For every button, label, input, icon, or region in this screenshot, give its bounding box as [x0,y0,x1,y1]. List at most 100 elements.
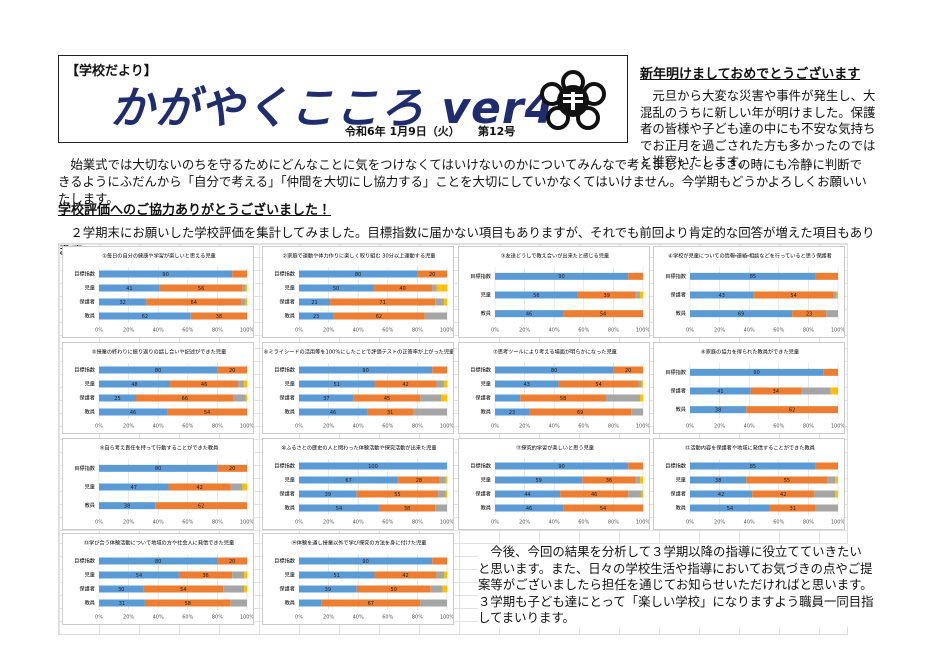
x-tick-label: 0% [686,328,694,334]
bar-segment [432,284,437,292]
bar-segment [356,490,439,498]
bar-segment [635,476,641,484]
bar-segment [836,291,838,299]
bar-segment [746,476,828,484]
data-label: 46 [526,311,532,317]
bar-segment [99,502,156,510]
bar-segment [628,490,642,498]
bar-segment [424,312,447,320]
x-tick-label: 0% [295,328,303,334]
data-label: 58 [185,601,191,607]
x-tick-label: 100% [831,520,845,526]
data-label: 23 [509,410,515,416]
chart-title: ⑫活動内容を保護者や地域に発信することができた教員 [685,444,815,452]
row-label: 目標指数 [274,270,296,278]
greeting-body: 元旦から大変な災害や事件が発生し、大混乱のうちに新しい年が明けました。保護者の皆… [640,88,876,169]
row-label: 目標指数 [74,557,96,565]
greeting-heading: 新年明けましておめでとうございます [640,67,861,82]
x-tick-label: 0% [295,520,303,526]
x-tick-label: 60% [773,520,784,526]
bar-segment [230,483,243,491]
chart: ⑨自ら考え責任を持って行動することができた教員 0% 20% 40% 60% 80% 100… [62,438,254,530]
bar-segment [299,462,447,470]
data-label: 23 [806,311,812,317]
row-label: 保護者 [279,490,295,498]
row-label: 目標指数 [274,557,296,565]
bar-segment [563,504,643,512]
x-tick-label: 40% [549,328,560,334]
row-label: 目標指数 [470,462,492,470]
bar-segment [178,571,233,579]
chart: ⑦思考ツールにより考える場面が明らかになった児童 0% 20% 40% 60% 80% 10… [458,342,650,434]
row-label: 教員 [285,504,295,512]
row-label: 保護者 [670,387,686,395]
x-tick-label: 100% [440,615,454,621]
x-tick-label: 80% [803,520,814,526]
chart-title: ③友達どうしで教え合いが出来たと感じる児童 [501,252,609,260]
bar-segment [641,380,643,388]
bar-segment [99,408,168,416]
bar-segment [299,312,334,320]
bar-segment [217,366,247,374]
bar-segment [159,284,243,292]
bar-segment [321,599,421,607]
bar-segment [495,394,521,402]
bar-segment [299,585,357,593]
bar-segment [563,310,643,318]
header-box [58,55,628,143]
data-label: 46 [130,410,136,416]
row-label: 児童 [481,476,491,484]
x-tick-label: 40% [744,424,755,430]
chart: ⑤授業の終わりに振り返りの話し合いや記述ができた児童 0% 20% 40% 60% 80%… [62,342,254,434]
x-tick-label: 20% [714,520,725,526]
bar-segment [495,291,578,299]
x-tick-label: 80% [412,615,423,621]
chart: ⑬学び合う体験活動について地域の方や社会人に発信できた児童 0% 20% 40% 60%… [62,533,254,625]
data-label: 51 [334,573,340,579]
bar-segment [432,366,447,374]
bar-segment [299,366,433,374]
bar-segment [690,462,816,470]
bar-segment [146,298,242,306]
row-label: 児童 [481,380,491,388]
data-label: 36 [606,478,612,484]
bar-segment [495,272,629,280]
data-label: 56 [198,286,204,292]
bar-segment [242,483,247,491]
chart: ⑪探究的学習が楽しいと思う児童 0% 20% 40% 60% 80% 100% 目標指数 90 児… [458,438,650,530]
row-label: 児童 [676,476,686,484]
x-tick-label: 40% [549,520,560,526]
bar-segment [495,504,564,512]
data-label: 56 [533,293,539,299]
data-label: 54 [595,382,601,388]
bar-segment [136,394,234,402]
bar-segment [577,291,636,299]
chart: ⑫活動内容を保護者や地域に発信することができた教員 0% 20% 40% 60% 80% 1… [653,438,845,530]
data-label: 20 [229,559,235,565]
x-tick-label: 60% [773,424,784,430]
x-tick-label: 80% [412,328,423,334]
bar-segment [420,599,447,607]
data-label: 90 [558,464,564,470]
chart-title: ⑧家庭の協力を得られた教員ができた児童 [701,348,799,356]
bar-segment [167,408,247,416]
bar-segment [628,462,643,470]
row-label: 教員 [481,309,491,317]
row-label: 保護者 [279,585,295,593]
bar-segment [641,490,643,498]
data-label: 36 [202,573,208,579]
bar-segment [99,585,144,593]
bar-segment [299,380,375,388]
bar-segment [769,504,816,512]
chart: ⑧家庭の協力を得られた教員ができた児童 0% 20% 40% 60% 80% 100% 目標指… [653,342,845,434]
row-label: 保護者 [475,394,491,402]
data-label: 55 [394,492,400,498]
row-label: 教員 [285,408,295,416]
chart: ⑭体験を通し授業以外で学び探究の方法を身に付けた児童 0% 20% 40% 60% 80%… [262,533,454,625]
data-label: 67 [345,478,351,484]
bar-segment [99,571,179,579]
data-label: 28 [416,478,422,484]
data-label: 90 [362,368,368,374]
data-label: 30 [118,587,124,593]
bar-segment [830,387,838,395]
